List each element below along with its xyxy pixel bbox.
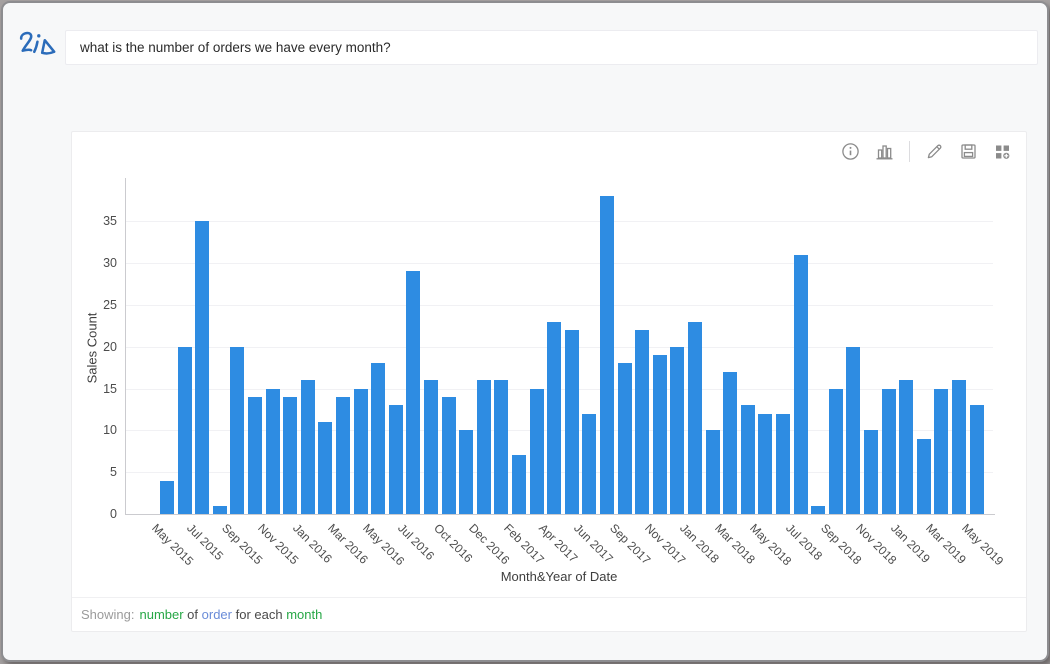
chart-bar[interactable] <box>265 388 280 514</box>
chart-bar[interactable] <box>793 254 808 514</box>
zia-question-input[interactable] <box>65 30 1038 65</box>
chart-bar[interactable] <box>424 380 438 514</box>
info-icon[interactable] <box>841 142 860 161</box>
chart-bar[interactable] <box>177 346 192 514</box>
y-tick-label: 10 <box>103 423 117 438</box>
y-tick-label: 5 <box>110 465 117 480</box>
y-tick-label: 0 <box>110 507 117 521</box>
edit-icon[interactable] <box>925 142 944 161</box>
y-axis-line <box>125 178 126 514</box>
chart-bar[interactable] <box>899 380 914 514</box>
chart-bar[interactable] <box>564 329 579 514</box>
showing-text: of <box>183 607 202 622</box>
chart-footer: Showing: number of order for each month <box>72 597 1026 631</box>
x-axis-title: Month&Year of Date <box>500 569 618 584</box>
gridline <box>125 221 993 223</box>
chart-bar[interactable] <box>881 388 896 514</box>
x-tick-label: May 2019 <box>958 521 1006 569</box>
y-tick-label: 25 <box>103 297 117 312</box>
chart-bar[interactable] <box>160 480 174 514</box>
bar-chart: Sales Count Month&Year of Date 0 5 10 15 20 2… <box>72 132 1026 631</box>
chart-bar[interactable] <box>688 321 702 514</box>
chart-bar[interactable] <box>494 380 509 514</box>
chart-bar[interactable] <box>283 396 298 514</box>
chart-bar[interactable] <box>705 430 720 514</box>
add-to-dashboard-icon[interactable] <box>993 142 1012 161</box>
y-tick-label: 30 <box>103 256 117 270</box>
chart-bar[interactable] <box>512 455 526 514</box>
chart-bar[interactable] <box>212 505 227 514</box>
chart-bar[interactable] <box>300 380 315 514</box>
chart-bar[interactable] <box>670 346 685 514</box>
zia-logo <box>19 31 56 55</box>
toolbar-separator <box>909 141 910 162</box>
chart-bar[interactable] <box>195 221 210 514</box>
gridline <box>125 304 993 306</box>
chart-bar[interactable] <box>441 396 456 514</box>
chart-bar[interactable] <box>318 422 333 514</box>
chart-bar[interactable] <box>723 371 738 514</box>
chart-bar[interactable] <box>828 388 843 514</box>
chart-bar[interactable] <box>952 380 966 514</box>
chart-bar[interactable] <box>248 396 262 514</box>
chart-bar[interactable] <box>406 271 421 514</box>
chart-bar[interactable] <box>617 363 632 514</box>
chart-bar[interactable] <box>353 388 368 514</box>
showing-text: for each <box>232 607 287 622</box>
chart-bar[interactable] <box>529 388 544 514</box>
chart-bar[interactable] <box>864 430 878 514</box>
x-axis-line <box>125 514 995 515</box>
chart-bar[interactable] <box>846 346 861 514</box>
y-tick-label: 20 <box>103 339 117 354</box>
chart-bar[interactable] <box>476 380 491 514</box>
chart-bar[interactable] <box>547 321 562 514</box>
chart-bar[interactable] <box>371 363 386 514</box>
chart-bar[interactable] <box>388 405 403 514</box>
chart-bar[interactable] <box>600 196 614 514</box>
chart-bar[interactable] <box>758 413 773 514</box>
showing-expression: number of order for each month <box>139 607 322 622</box>
chart-bar[interactable] <box>740 405 755 514</box>
chart-bar[interactable] <box>969 405 984 514</box>
chart-toolbar <box>841 141 1012 162</box>
chart-bar[interactable] <box>916 438 931 514</box>
chart-bar[interactable] <box>934 388 949 514</box>
chart-bar[interactable] <box>336 396 350 514</box>
chart-bar[interactable] <box>776 413 790 514</box>
gridline <box>125 263 993 264</box>
chart-bar[interactable] <box>582 413 597 514</box>
chart-bar[interactable] <box>230 346 245 514</box>
chart-bar[interactable] <box>459 430 474 514</box>
chart-bar[interactable] <box>652 355 667 514</box>
chart-bar[interactable] <box>635 329 650 514</box>
chart-type-icon[interactable] <box>875 142 894 161</box>
chart-card: Sales Count Month&Year of Date 0 5 10 15 20 2… <box>71 131 1027 632</box>
save-icon[interactable] <box>959 142 978 161</box>
showing-token[interactable]: month <box>286 607 323 622</box>
showing-label: Showing: <box>81 607 135 622</box>
y-tick-label: 35 <box>103 214 117 229</box>
y-tick-label: 15 <box>103 381 117 396</box>
showing-token[interactable]: order <box>201 607 232 622</box>
chart-bar[interactable] <box>811 505 826 514</box>
showing-token[interactable]: number <box>139 607 184 622</box>
